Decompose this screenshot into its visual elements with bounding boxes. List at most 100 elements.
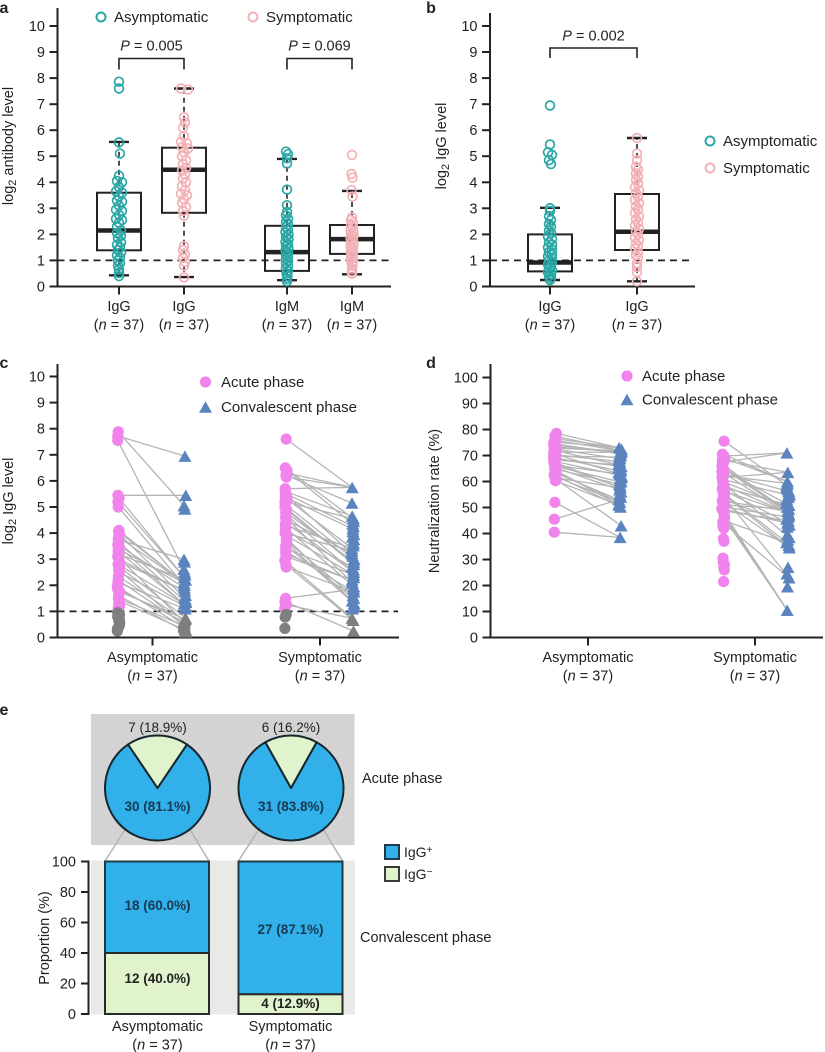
svg-text:10: 10 [29,370,45,386]
svg-text:40: 40 [60,946,76,962]
svg-text:30: 30 [462,553,478,569]
svg-text:70: 70 [462,449,478,465]
svg-text:IgG+: IgG+ [404,844,433,860]
svg-text:IgG: IgG [538,299,561,315]
svg-text:6: 6 [37,474,45,490]
svg-text:d: d [426,355,436,372]
svg-text:b: b [426,0,436,17]
svg-text:3: 3 [37,201,45,217]
svg-text:10: 10 [462,605,478,621]
svg-text:P = 0.069: P = 0.069 [288,39,350,55]
svg-text:Symptomatic: Symptomatic [713,650,797,666]
svg-text:IgG: IgG [625,299,648,315]
svg-text:(n = 37): (n = 37) [159,318,209,334]
svg-text:5: 5 [469,149,477,165]
svg-text:3: 3 [37,552,45,568]
svg-text:Symptomatic: Symptomatic [266,9,353,26]
svg-text:Neutralization rate (%): Neutralization rate (%) [427,429,443,573]
svg-text:IgM: IgM [275,299,299,315]
svg-text:0: 0 [37,280,45,296]
svg-text:(n = 37): (n = 37) [525,318,575,334]
svg-text:8: 8 [37,71,45,87]
svg-text:8: 8 [469,71,477,87]
svg-text:31 (83.8%): 31 (83.8%) [258,799,324,814]
svg-text:4: 4 [469,175,477,191]
svg-text:Asymptomatic: Asymptomatic [107,650,198,666]
svg-text:Proportion (%): Proportion (%) [37,891,53,984]
svg-text:Asymptomatic: Asymptomatic [114,9,209,26]
svg-text:(n = 37): (n = 37) [94,318,144,334]
svg-text:Acute phase: Acute phase [221,374,304,391]
svg-text:Asymptomatic: Asymptomatic [542,650,633,666]
svg-text:(n = 37): (n = 37) [612,318,662,334]
svg-text:(n = 37): (n = 37) [730,669,780,685]
svg-text:5: 5 [37,149,45,165]
svg-text:7 (18.9%): 7 (18.9%) [128,720,187,735]
svg-text:0: 0 [470,631,478,647]
svg-text:IgG−: IgG− [404,866,433,882]
svg-text:0: 0 [469,280,477,296]
svg-text:Symptomatic: Symptomatic [723,160,810,177]
svg-text:IgG: IgG [172,299,195,315]
svg-text:9: 9 [37,396,45,412]
svg-text:5: 5 [37,500,45,516]
svg-text:27 (87.1%): 27 (87.1%) [257,922,323,937]
svg-text:6: 6 [37,123,45,139]
svg-text:90: 90 [462,397,478,413]
svg-text:3: 3 [469,201,477,217]
svg-text:40: 40 [462,527,478,543]
svg-text:(n = 37): (n = 37) [132,1038,182,1052]
svg-text:c: c [0,355,9,372]
svg-text:100: 100 [454,371,478,387]
svg-text:6: 6 [469,123,477,139]
svg-text:4 (12.9%): 4 (12.9%) [261,996,320,1011]
svg-text:(n = 37): (n = 37) [295,669,345,685]
svg-text:18 (60.0%): 18 (60.0%) [124,898,190,913]
svg-text:log2 IgG level: log2 IgG level [1,458,19,545]
svg-text:(n = 37): (n = 37) [265,1038,315,1052]
svg-text:log2 IgG level: log2 IgG level [434,103,452,190]
svg-text:50: 50 [462,501,478,517]
svg-text:2: 2 [37,578,45,594]
svg-text:10: 10 [461,19,477,35]
svg-text:4: 4 [37,175,45,191]
svg-text:0: 0 [68,1007,76,1023]
svg-text:IgM: IgM [340,299,364,315]
svg-text:(n = 37): (n = 37) [327,318,377,334]
svg-text:(n = 37): (n = 37) [127,669,177,685]
svg-text:IgG: IgG [107,299,130,315]
svg-text:30 (81.1%): 30 (81.1%) [124,799,190,814]
svg-text:10: 10 [29,19,45,35]
svg-text:8: 8 [37,422,45,438]
svg-text:P = 0.005: P = 0.005 [120,39,182,55]
svg-text:Asymptomatic: Asymptomatic [112,1019,203,1035]
svg-text:1: 1 [37,253,45,269]
svg-text:100: 100 [52,855,76,871]
svg-text:60: 60 [462,475,478,491]
svg-text:7: 7 [469,97,477,113]
svg-text:Convalescent phase: Convalescent phase [221,399,357,416]
svg-text:Convalescent phase: Convalescent phase [360,930,491,946]
svg-text:2: 2 [469,227,477,243]
svg-text:Symptomatic: Symptomatic [278,650,362,666]
svg-text:9: 9 [469,45,477,61]
svg-text:60: 60 [60,916,76,932]
svg-text:1: 1 [37,604,45,620]
svg-text:(n = 37): (n = 37) [563,669,613,685]
svg-text:Acute phase: Acute phase [362,771,443,787]
svg-text:(n = 37): (n = 37) [262,318,312,334]
svg-text:Acute phase: Acute phase [642,368,725,385]
svg-text:80: 80 [60,885,76,901]
svg-text:Asymptomatic: Asymptomatic [723,133,818,150]
svg-text:80: 80 [462,423,478,439]
svg-text:0: 0 [37,631,45,647]
svg-text:20: 20 [462,579,478,595]
svg-text:Symptomatic: Symptomatic [249,1019,333,1035]
svg-text:7: 7 [37,97,45,113]
svg-text:7: 7 [37,448,45,464]
svg-text:9: 9 [37,45,45,61]
svg-text:e: e [0,702,9,719]
svg-text:P = 0.002: P = 0.002 [562,29,624,45]
svg-text:log2 antibody level: log2 antibody level [1,87,19,205]
svg-text:4: 4 [37,526,45,542]
